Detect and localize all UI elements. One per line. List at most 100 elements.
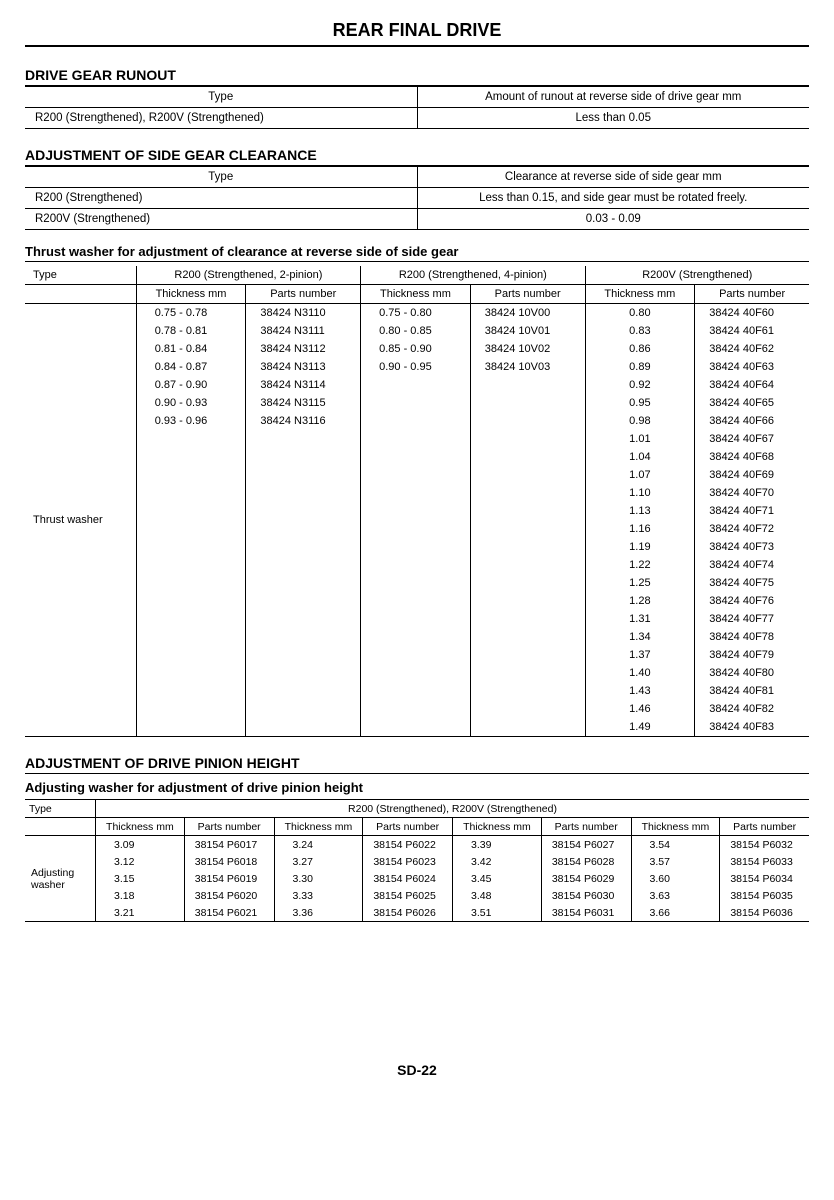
- thrust-g2-part-12: [470, 520, 585, 538]
- thrust-g2-part-1: 38424 10V01: [470, 322, 585, 340]
- pinion-c0-thick-0: 3.09: [96, 836, 185, 854]
- thrust-g2-thick-2: 0.85 - 0.90: [361, 340, 471, 358]
- thrust-g1-part-12: [246, 520, 361, 538]
- thrust-g3-part-14: 38424 40F74: [695, 556, 809, 574]
- thrust-g2-thick-1: 0.80 - 0.85: [361, 322, 471, 340]
- thrust-g1-part-16: [246, 592, 361, 610]
- pinion-c3-part-3: 38154 P6035: [720, 887, 809, 904]
- thrust-g1-thick-15: [136, 574, 246, 592]
- thrust-g1-part-3: 38424 N3113: [246, 358, 361, 376]
- thrust-g3-part-21: 38424 40F81: [695, 682, 809, 700]
- pinion-c2-part-0: 38154 P6027: [541, 836, 631, 854]
- page-number: SD-22: [25, 1062, 809, 1078]
- pinion-c1-part-1: 38154 P6023: [363, 853, 453, 870]
- thrust-g1-part-19: [246, 646, 361, 664]
- runout-col1: Type: [25, 87, 417, 108]
- pinion-c0-part-1: 38154 P6018: [184, 853, 274, 870]
- pinion-c0-part-0: 38154 P6017: [184, 836, 274, 854]
- thrust-g1-part-18: [246, 628, 361, 646]
- thrust-g3-thick-13: 1.19: [585, 538, 695, 556]
- thrust-g3-thick-17: 1.31: [585, 610, 695, 628]
- thrust-g1-thick-17: [136, 610, 246, 628]
- thrust-g3-thick-8: 1.04: [585, 448, 695, 466]
- thrust-g2-part-20: [470, 664, 585, 682]
- pinion-c3-part-4: 38154 P6036: [720, 904, 809, 922]
- pinion-c2-thick: Thickness mm: [453, 818, 542, 836]
- thrust-g1-thick-20: [136, 664, 246, 682]
- thrust-g3-thick-3: 0.89: [585, 358, 695, 376]
- thrust-g2-part-15: [470, 574, 585, 592]
- thrust-g3-part-12: 38424 40F72: [695, 520, 809, 538]
- thrust-g2-thick-19: [361, 646, 471, 664]
- thrust-g1-part-22: [246, 700, 361, 718]
- runout-r0c0: R200 (Strengthened), R200V (Strengthened…: [25, 108, 417, 129]
- thrust-g3-thick-15: 1.25: [585, 574, 695, 592]
- thrust-g3-thick-14: 1.22: [585, 556, 695, 574]
- clearance-r1c1: 0.03 - 0.09: [417, 209, 809, 230]
- thrust-g1-part-4: 38424 N3114: [246, 376, 361, 394]
- thrust-g3-thick-22: 1.46: [585, 700, 695, 718]
- thrust-g2-part-3: 38424 10V03: [470, 358, 585, 376]
- thrust-g2-part-11: [470, 502, 585, 520]
- pinion-row-label: Adjusting washer: [25, 836, 96, 922]
- thrust-g2-thick-17: [361, 610, 471, 628]
- thrust-g3-thick-1: 0.83: [585, 322, 695, 340]
- pinion-c2-part-4: 38154 P6031: [541, 904, 631, 922]
- pinion-title: ADJUSTMENT OF DRIVE PINION HEIGHT: [25, 755, 809, 774]
- pinion-c1-part-2: 38154 P6024: [363, 870, 453, 887]
- thrust-g2-thick-21: [361, 682, 471, 700]
- section-runout-title: DRIVE GEAR RUNOUT: [25, 67, 809, 86]
- thrust-g3-thick-0: 0.80: [585, 304, 695, 323]
- thrust-g1-thick-19: [136, 646, 246, 664]
- thrust-g2-thick-4: [361, 376, 471, 394]
- clearance-col2: Clearance at reverse side of side gear m…: [417, 167, 809, 188]
- pinion-c1-thick: Thickness mm: [274, 818, 363, 836]
- thrust-g2-part-7: [470, 430, 585, 448]
- thrust-g2-thick-5: [361, 394, 471, 412]
- thrust-g1-thick-8: [136, 448, 246, 466]
- pinion-c2-thick-0: 3.39: [453, 836, 542, 854]
- thrust-g3-part-19: 38424 40F79: [695, 646, 809, 664]
- thrust-g1-part-17: [246, 610, 361, 628]
- thrust-g3-part-1: 38424 40F61: [695, 322, 809, 340]
- thrust-g1-thick-5: 0.90 - 0.93: [136, 394, 246, 412]
- thrust-g3-part-11: 38424 40F71: [695, 502, 809, 520]
- thrust-g3-thick-5: 0.95: [585, 394, 695, 412]
- clearance-r0c0: R200 (Strengthened): [25, 188, 417, 209]
- thrust-g3-part-4: 38424 40F64: [695, 376, 809, 394]
- thrust-g1-thick-0: 0.75 - 0.78: [136, 304, 246, 323]
- pinion-c3-thick-4: 3.66: [631, 904, 720, 922]
- thrust-g2-thick-11: [361, 502, 471, 520]
- thrust-g2-part-14: [470, 556, 585, 574]
- thrust-g3-part-23: 38424 40F83: [695, 718, 809, 737]
- thrust-g3-thick-4: 0.92: [585, 376, 695, 394]
- thrust-title: Thrust washer for adjustment of clearanc…: [25, 244, 809, 262]
- thrust-g3-thick-11: 1.13: [585, 502, 695, 520]
- thrust-g1-thick-13: [136, 538, 246, 556]
- pinion-c2-part: Parts number: [541, 818, 631, 836]
- thrust-g1-part-15: [246, 574, 361, 592]
- pinion-c3-thick-0: 3.54: [631, 836, 720, 854]
- thrust-g1-thick-2: 0.81 - 0.84: [136, 340, 246, 358]
- thrust-g3-thick-20: 1.40: [585, 664, 695, 682]
- thrust-g2-part-5: [470, 394, 585, 412]
- thrust-g1-part-21: [246, 682, 361, 700]
- thrust-g3-part-2: 38424 40F62: [695, 340, 809, 358]
- thrust-g2-thick-9: [361, 466, 471, 484]
- thrust-g1-thick-11: [136, 502, 246, 520]
- thrust-g2-part-8: [470, 448, 585, 466]
- thrust-g1-hdr: R200 (Strengthened, 2-pinion): [136, 266, 360, 285]
- thrust-g1-part-10: [246, 484, 361, 502]
- pinion-c3-part-1: 38154 P6033: [720, 853, 809, 870]
- thrust-g1-thick-4: 0.87 - 0.90: [136, 376, 246, 394]
- thrust-g3-thick-7: 1.01: [585, 430, 695, 448]
- thrust-g2-part-2: 38424 10V02: [470, 340, 585, 358]
- thrust-g3-thick-6: 0.98: [585, 412, 695, 430]
- thrust-g3-thick-23: 1.49: [585, 718, 695, 737]
- thrust-g2-part-22: [470, 700, 585, 718]
- pinion-c0-part: Parts number: [184, 818, 274, 836]
- pinion-c2-part-3: 38154 P6030: [541, 887, 631, 904]
- pinion-c2-part-2: 38154 P6029: [541, 870, 631, 887]
- thrust-g1-thick-7: [136, 430, 246, 448]
- pinion-c1-part-4: 38154 P6026: [363, 904, 453, 922]
